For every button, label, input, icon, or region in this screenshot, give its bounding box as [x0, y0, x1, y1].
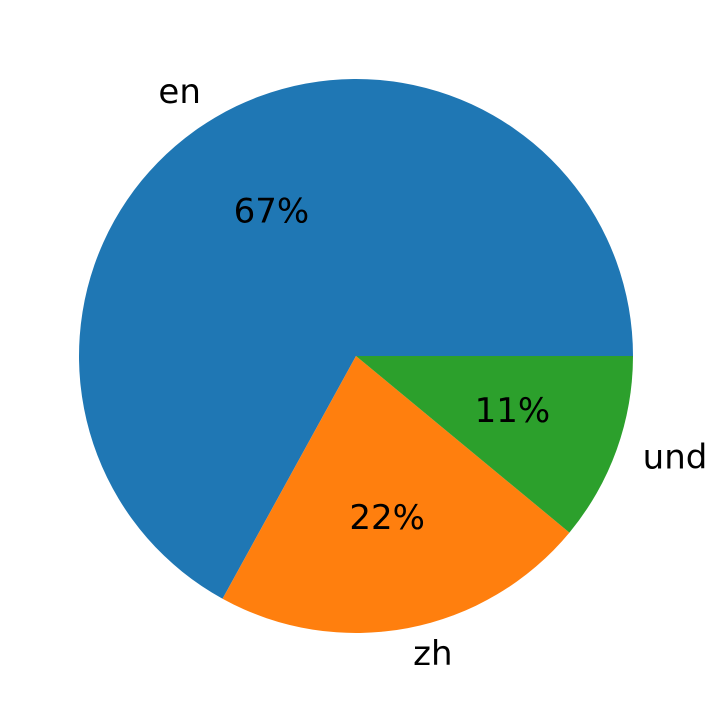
slice-label: en — [158, 72, 200, 112]
slice-label: und — [643, 438, 708, 478]
pie-slice — [78, 79, 634, 599]
pie-slice — [222, 356, 570, 633]
slice-percent: 67% — [234, 191, 310, 231]
slice-percent: 11% — [475, 391, 551, 431]
slice-label: zh — [413, 634, 452, 674]
slice-percent: 22% — [349, 498, 425, 538]
pie-slice — [356, 356, 633, 533]
